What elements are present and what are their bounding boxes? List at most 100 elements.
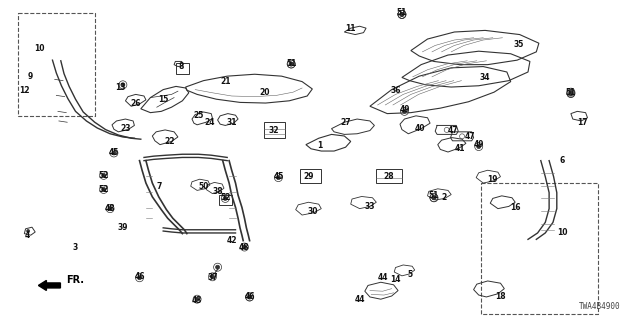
Text: 22: 22	[164, 137, 175, 146]
Text: 44: 44	[378, 273, 388, 282]
Circle shape	[569, 92, 573, 95]
Text: TWA4B4900: TWA4B4900	[579, 302, 621, 311]
Circle shape	[27, 229, 29, 233]
Text: 32: 32	[269, 126, 279, 135]
Text: 13: 13	[115, 83, 125, 92]
Bar	[264, 122, 285, 138]
Text: 51: 51	[286, 59, 296, 68]
Text: 50: 50	[198, 182, 209, 191]
Circle shape	[211, 275, 214, 279]
Text: 6: 6	[559, 156, 564, 164]
Circle shape	[138, 276, 141, 280]
Text: 46: 46	[134, 272, 145, 281]
Text: 51: 51	[566, 88, 576, 97]
Text: 31: 31	[227, 118, 237, 127]
Text: 26: 26	[131, 99, 141, 108]
Text: 23: 23	[120, 124, 131, 133]
Circle shape	[248, 295, 252, 299]
Bar	[176, 63, 189, 74]
Circle shape	[248, 295, 252, 299]
Text: 27: 27	[340, 118, 351, 127]
Circle shape	[102, 188, 106, 191]
Text: 49: 49	[474, 140, 484, 149]
Text: 14: 14	[390, 275, 401, 284]
Circle shape	[569, 90, 573, 94]
Circle shape	[216, 265, 220, 269]
Text: 24: 24	[205, 118, 215, 127]
Text: 29: 29	[304, 172, 314, 181]
Text: 52: 52	[99, 185, 109, 194]
Text: 9: 9	[28, 72, 33, 81]
Text: 10: 10	[557, 228, 567, 237]
Text: 48: 48	[239, 243, 250, 252]
Text: 40: 40	[415, 124, 425, 132]
Text: 2: 2	[441, 193, 446, 202]
Text: 47: 47	[465, 132, 476, 141]
Text: 11: 11	[345, 24, 355, 33]
Text: 19: 19	[488, 175, 498, 184]
Text: 45: 45	[109, 148, 119, 156]
Text: 47: 47	[448, 126, 458, 135]
Circle shape	[289, 62, 293, 66]
Circle shape	[403, 109, 406, 113]
Text: 45: 45	[273, 172, 284, 181]
Text: 37: 37	[207, 273, 218, 282]
Text: 4: 4	[24, 231, 29, 240]
Circle shape	[477, 145, 481, 148]
Text: 3: 3	[73, 243, 78, 252]
Text: 39: 39	[118, 223, 128, 232]
Text: FR.: FR.	[67, 276, 84, 285]
Circle shape	[102, 173, 106, 177]
Circle shape	[223, 196, 227, 200]
Text: 15: 15	[159, 95, 169, 104]
Text: 10: 10	[35, 44, 45, 53]
Text: 41: 41	[454, 144, 465, 153]
Bar	[219, 195, 232, 205]
Text: 33: 33	[365, 202, 375, 211]
Text: 51: 51	[429, 191, 439, 200]
Circle shape	[243, 245, 246, 249]
Bar	[376, 169, 402, 183]
Text: 51: 51	[397, 8, 407, 17]
Text: 44: 44	[355, 295, 365, 304]
Text: 12: 12	[19, 86, 29, 95]
Circle shape	[108, 207, 112, 211]
Circle shape	[195, 297, 199, 301]
Circle shape	[432, 196, 436, 200]
Circle shape	[121, 83, 125, 87]
Text: 34: 34	[480, 73, 490, 82]
Text: 5: 5	[407, 270, 412, 279]
Text: 46: 46	[244, 292, 255, 301]
Text: 52: 52	[99, 171, 109, 180]
Circle shape	[400, 12, 404, 16]
Bar	[300, 169, 321, 183]
Text: 48: 48	[105, 204, 115, 213]
Circle shape	[112, 151, 116, 155]
Text: 16: 16	[510, 203, 520, 212]
Text: 25: 25	[193, 111, 204, 120]
Text: 42: 42	[227, 236, 237, 245]
Text: 28: 28	[384, 172, 394, 181]
Text: 38: 38	[212, 187, 223, 196]
Text: 7: 7	[156, 182, 161, 191]
Text: 21: 21	[220, 77, 230, 86]
Text: 52: 52	[220, 193, 230, 202]
Circle shape	[569, 92, 573, 95]
Bar	[18, 13, 95, 116]
Text: 43: 43	[192, 296, 202, 305]
Text: 49: 49	[399, 105, 410, 114]
Text: 36: 36	[390, 86, 401, 95]
Circle shape	[400, 12, 404, 16]
Text: 8: 8	[179, 62, 184, 71]
Circle shape	[432, 196, 436, 200]
Bar	[481, 183, 598, 314]
FancyArrow shape	[38, 280, 60, 291]
Text: 1: 1	[317, 141, 323, 150]
Text: 20: 20	[259, 88, 269, 97]
Text: 35: 35	[513, 40, 524, 49]
Circle shape	[400, 12, 404, 16]
Text: 18: 18	[495, 292, 506, 301]
Text: 30: 30	[307, 207, 317, 216]
Circle shape	[276, 176, 280, 180]
Circle shape	[289, 62, 293, 66]
